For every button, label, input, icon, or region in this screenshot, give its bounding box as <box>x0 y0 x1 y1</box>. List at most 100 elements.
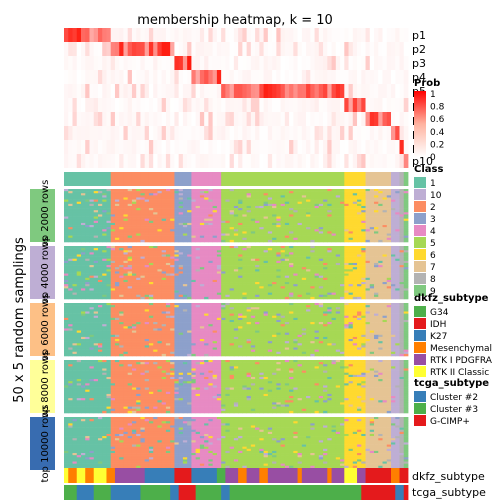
sampling-cell <box>242 239 248 243</box>
sampling-cell <box>323 216 328 219</box>
sampling-cell <box>80 303 86 306</box>
sampling-cell <box>148 216 154 219</box>
class-cell <box>161 172 167 186</box>
sampling-cell <box>259 284 265 287</box>
sampling-cell <box>157 254 163 257</box>
sampling-cell <box>64 290 69 293</box>
sampling-cell <box>361 271 366 274</box>
sampling-cell <box>93 256 99 260</box>
sampling-cell <box>174 197 180 200</box>
membership-cell <box>144 112 150 126</box>
sampling-cell <box>276 214 281 217</box>
sampling-cell <box>340 277 345 281</box>
sampling-cell <box>272 273 277 276</box>
sampling-cell <box>263 273 269 276</box>
sampling-cell <box>68 193 73 196</box>
sampling-cell <box>204 265 209 268</box>
sampling-cell <box>119 303 124 306</box>
membership-cell <box>403 42 409 56</box>
sampling-cell <box>182 303 188 306</box>
sampling-cell <box>301 290 307 293</box>
sampling-cell <box>153 197 158 200</box>
sampling-cell <box>76 269 82 272</box>
sampling-cell <box>386 193 392 196</box>
sampling-cell <box>310 267 315 270</box>
sampling-cell <box>399 225 405 228</box>
sampling-cell <box>250 239 256 243</box>
sampling-cell <box>119 205 124 209</box>
sampling-cell <box>344 233 349 236</box>
membership-cell <box>293 98 298 112</box>
sampling-cell <box>187 279 192 283</box>
sampling-cell <box>323 199 328 203</box>
sampling-cell <box>403 282 409 285</box>
sampling-cell <box>102 189 107 192</box>
sampling-cell <box>144 208 150 211</box>
sampling-cell <box>64 294 69 298</box>
sampling-cell <box>323 288 328 291</box>
membership-cell <box>399 42 405 56</box>
sampling-cell <box>289 277 294 281</box>
sampling-cell <box>386 273 392 276</box>
membership-cell <box>318 126 324 140</box>
membership-cell <box>369 140 375 154</box>
membership-cell <box>212 70 218 84</box>
sampling-cell <box>306 256 311 260</box>
membership-cell <box>331 140 337 154</box>
sampling-cell <box>102 269 107 272</box>
sampling-cell <box>280 227 286 230</box>
sampling-cell <box>114 193 120 196</box>
sampling-cell <box>348 216 354 219</box>
sampling-cell <box>348 193 354 196</box>
class-cell <box>255 172 260 186</box>
class-cell <box>123 172 129 186</box>
sampling-cell <box>199 288 205 291</box>
sampling-cell <box>267 294 273 298</box>
membership-cell <box>340 140 345 154</box>
sampling-cell <box>174 273 180 276</box>
sampling-cell <box>161 199 167 203</box>
sampling-cell <box>195 212 201 215</box>
sampling-cell <box>314 203 320 207</box>
sampling-cell <box>195 292 201 296</box>
sampling-cell <box>289 197 294 200</box>
sampling-cell <box>204 294 209 298</box>
membership-cell <box>403 70 409 84</box>
sampling-cell <box>369 254 375 257</box>
membership-cell <box>238 112 243 126</box>
sampling-cell <box>229 237 235 241</box>
sampling-cell <box>318 267 324 270</box>
membership-cell <box>314 56 320 70</box>
membership-cell <box>335 140 341 154</box>
sampling-cell <box>395 254 400 257</box>
sampling-cell <box>369 246 375 249</box>
sampling-cell <box>391 296 396 300</box>
sampling-cell <box>238 288 243 291</box>
sampling-cell <box>263 292 269 296</box>
class-cell <box>403 172 409 186</box>
sampling-cell <box>89 220 95 224</box>
sampling-cell <box>80 222 86 226</box>
sampling-cell <box>306 212 311 215</box>
sampling-cell <box>89 201 95 205</box>
sampling-cell <box>174 205 180 209</box>
sampling-cell <box>144 277 150 281</box>
sampling-cell <box>246 218 252 222</box>
sampling-cell <box>395 277 400 281</box>
membership-cell <box>212 42 218 56</box>
class-cell <box>195 172 201 186</box>
membership-cell <box>64 42 69 56</box>
sampling-cell <box>89 296 95 300</box>
sampling-cell <box>89 286 95 289</box>
sampling-cell <box>93 197 99 200</box>
sampling-cell <box>148 303 154 306</box>
sampling-cell <box>80 214 86 217</box>
sampling-cell <box>170 292 175 296</box>
sampling-cell <box>85 235 90 239</box>
sampling-cell <box>170 199 175 203</box>
sampling-cell <box>382 246 388 249</box>
sampling-cell <box>323 205 328 209</box>
sampling-cell <box>182 248 188 251</box>
sampling-cell <box>267 208 273 211</box>
sampling-cell <box>174 284 180 287</box>
